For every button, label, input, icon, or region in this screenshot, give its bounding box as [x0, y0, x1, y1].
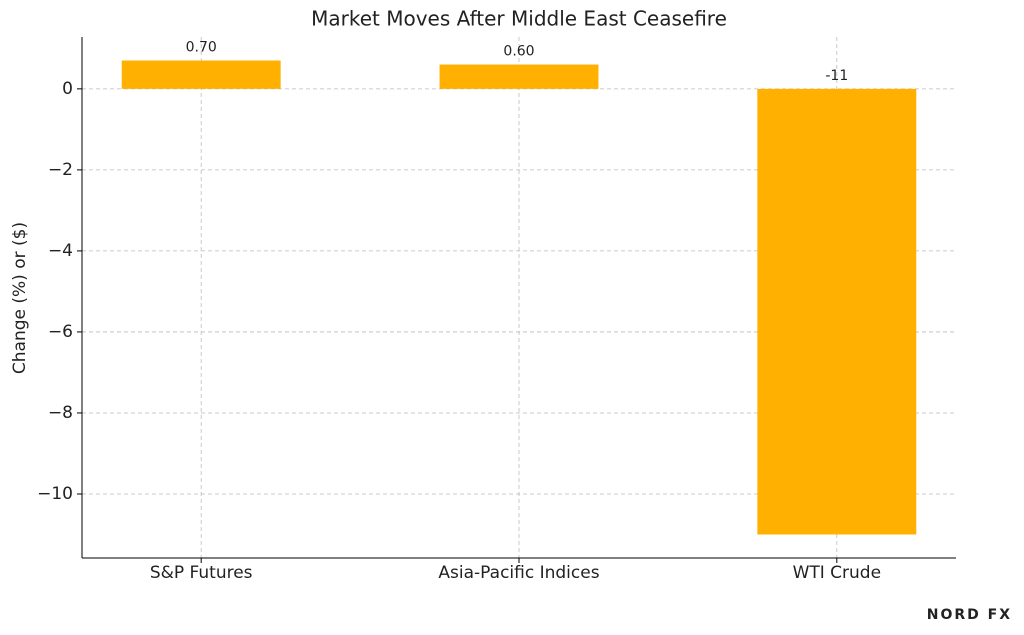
- y-tick-label: −2: [48, 160, 73, 180]
- logo: NORD FX: [927, 607, 1012, 623]
- x-tick-label: Asia-Pacific Indices: [438, 563, 599, 583]
- value-label: 0.60: [503, 44, 534, 60]
- y-axis-label: Change (%) or ($): [10, 222, 30, 374]
- y-tick-label: −10: [37, 484, 73, 504]
- x-tick-label: S&P Futures: [150, 563, 253, 583]
- bar: [757, 88, 917, 535]
- value-label: 0.70: [186, 39, 217, 55]
- y-tick-label: −4: [48, 241, 73, 261]
- y-tick-label: 0: [62, 79, 73, 99]
- chart-title: Market Moves After Middle East Ceasefire: [311, 7, 727, 31]
- y-tick-label: −8: [48, 403, 73, 423]
- value-label: -11: [825, 68, 848, 84]
- x-tick-label: WTI Crude: [793, 563, 882, 583]
- bar: [121, 60, 281, 89]
- y-tick-label: −6: [48, 322, 73, 342]
- bar: [439, 64, 599, 89]
